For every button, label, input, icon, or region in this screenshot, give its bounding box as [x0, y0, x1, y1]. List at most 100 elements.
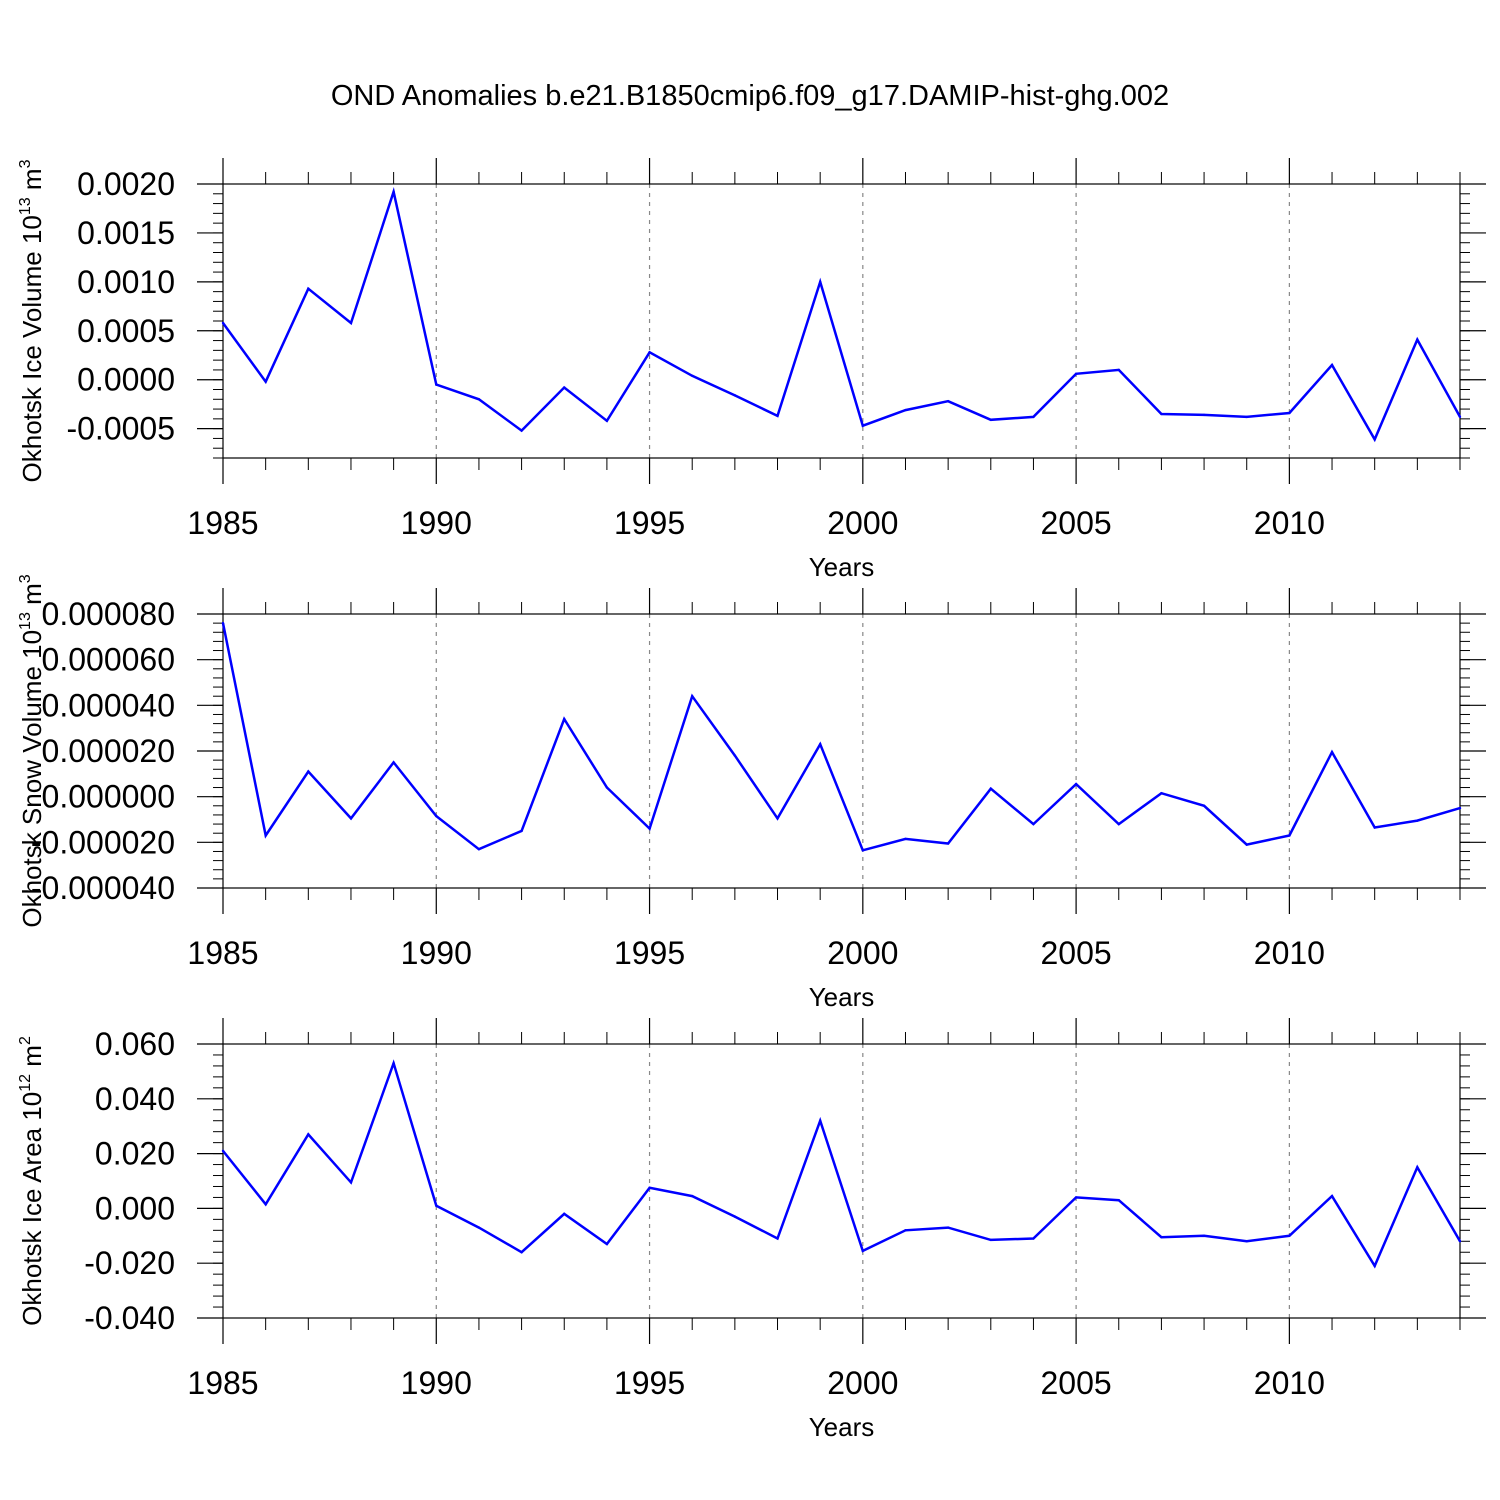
data-point: [435, 383, 438, 386]
x-tick-label: 2005: [1041, 505, 1112, 541]
data-point: [349, 321, 353, 325]
data-point: [1373, 826, 1376, 829]
y-tick-label: 0.000080: [42, 596, 175, 632]
data-point: [733, 394, 737, 397]
y-tick-label: 0.000060: [42, 642, 175, 678]
x-tick-label: 2005: [1041, 1365, 1112, 1401]
data-point: [1458, 806, 1462, 810]
y-tick-label: -0.000020: [31, 824, 175, 860]
y-axis-label: Okhotsk Ice Volume 1013 m3: [17, 159, 47, 482]
y-tick-label: 0.000000: [42, 779, 175, 815]
data-point: [989, 1238, 992, 1242]
data-point: [691, 374, 694, 377]
chart-panel-1: 1985 1990 1995 2000 2005 2010 -0.0005 0.0000 0.0…: [17, 158, 1486, 582]
data-point: [307, 287, 310, 290]
data-point: [861, 1249, 865, 1253]
data-point: [691, 1194, 694, 1198]
data-point: [776, 817, 779, 820]
data-point: [1160, 1235, 1163, 1239]
data-point: [1288, 411, 1291, 415]
data-point: [349, 817, 353, 820]
data-point: [1202, 413, 1206, 417]
data-point: [392, 1061, 395, 1065]
data-point: [477, 398, 481, 401]
series-line: [221, 187, 1462, 443]
x-tick-label: 2010: [1254, 505, 1325, 541]
data-point: [648, 351, 651, 354]
data-point: [264, 1203, 267, 1206]
x-tick-label: 1985: [187, 935, 258, 971]
y-tick-label: -0.040: [84, 1300, 175, 1336]
x-axis-label: Years: [809, 1412, 875, 1442]
y-tick-label: 0.0005: [77, 313, 175, 349]
data-point: [435, 814, 438, 818]
data-point: [1245, 415, 1248, 419]
series-line: [221, 622, 1461, 852]
data-point: [1117, 368, 1120, 372]
plot-frame: [222, 183, 1461, 459]
x-tick-label: 1995: [614, 505, 685, 541]
y-tick-label: 0.0015: [77, 215, 175, 251]
data-point: [477, 847, 481, 851]
chart-panel-3: 1985 1990 1995 2000 2005 2010 -0.040 -0.020 0.00…: [17, 1018, 1486, 1442]
data-point: [861, 424, 865, 427]
x-tick-label: 1990: [401, 935, 472, 971]
data-point: [1160, 792, 1163, 795]
data-point: [946, 842, 950, 845]
data-point: [1032, 415, 1035, 419]
data-point: [1416, 819, 1419, 822]
data-point: [1202, 804, 1206, 807]
data-point: [861, 849, 865, 852]
y-tick-label: 0.0010: [77, 264, 175, 300]
data-point: [563, 1212, 566, 1216]
x-tick-label: 2000: [827, 1365, 898, 1401]
plot-frame: [222, 613, 1461, 889]
data-point: [264, 380, 267, 383]
data-point: [1458, 415, 1462, 419]
x-tick-label: 1990: [401, 505, 472, 541]
data-point: [904, 1229, 907, 1232]
x-tick-label: 1995: [614, 1365, 685, 1401]
data-point: [605, 1242, 609, 1246]
x-tick-label: 2005: [1041, 935, 1112, 971]
data-point: [605, 786, 609, 789]
y-tick-label: 0.000: [95, 1190, 175, 1226]
data-point: [989, 418, 992, 422]
data-point: [818, 280, 822, 284]
data-point: [1117, 822, 1120, 826]
data-point: [349, 1181, 353, 1184]
data-point: [1245, 1240, 1248, 1243]
data-point: [733, 754, 737, 757]
data-point: [1458, 1240, 1462, 1243]
data-point: [221, 321, 225, 325]
data-point: [818, 742, 822, 746]
data-point: [1160, 412, 1163, 416]
data-point: [776, 414, 779, 418]
y-tick-label: 0.000040: [42, 687, 175, 723]
x-axis-label: Years: [809, 552, 875, 582]
y-tick-label: 0.020: [95, 1136, 175, 1172]
data-point: [946, 1226, 950, 1229]
x-tick-label: 1995: [614, 935, 685, 971]
data-point: [691, 695, 694, 698]
y-tick-label: 0.060: [95, 1026, 175, 1062]
x-axis-label: Years: [809, 982, 875, 1012]
x-tick-label: 1990: [401, 1365, 472, 1401]
data-point: [1117, 1198, 1120, 1202]
data-point: [1074, 1196, 1078, 1199]
data-point: [776, 1237, 779, 1240]
y-tick-label: -0.020: [84, 1245, 175, 1281]
y-tick-label: 0.0020: [77, 166, 175, 202]
x-tick-label: 1985: [187, 505, 258, 541]
data-point: [1288, 834, 1291, 837]
x-tick-label: 2010: [1254, 935, 1325, 971]
data-point: [1330, 750, 1334, 754]
data-point: [1245, 843, 1248, 846]
data-point: [1074, 782, 1078, 786]
data-point: [477, 1226, 481, 1229]
figure-title: OND Anomalies b.e21.B1850cmip6.f09_g17.D…: [330, 80, 1170, 112]
data-point: [520, 1251, 523, 1254]
y-tick-label: 0.040: [95, 1081, 175, 1117]
data-point: [264, 834, 267, 837]
data-point: [1330, 1194, 1334, 1198]
